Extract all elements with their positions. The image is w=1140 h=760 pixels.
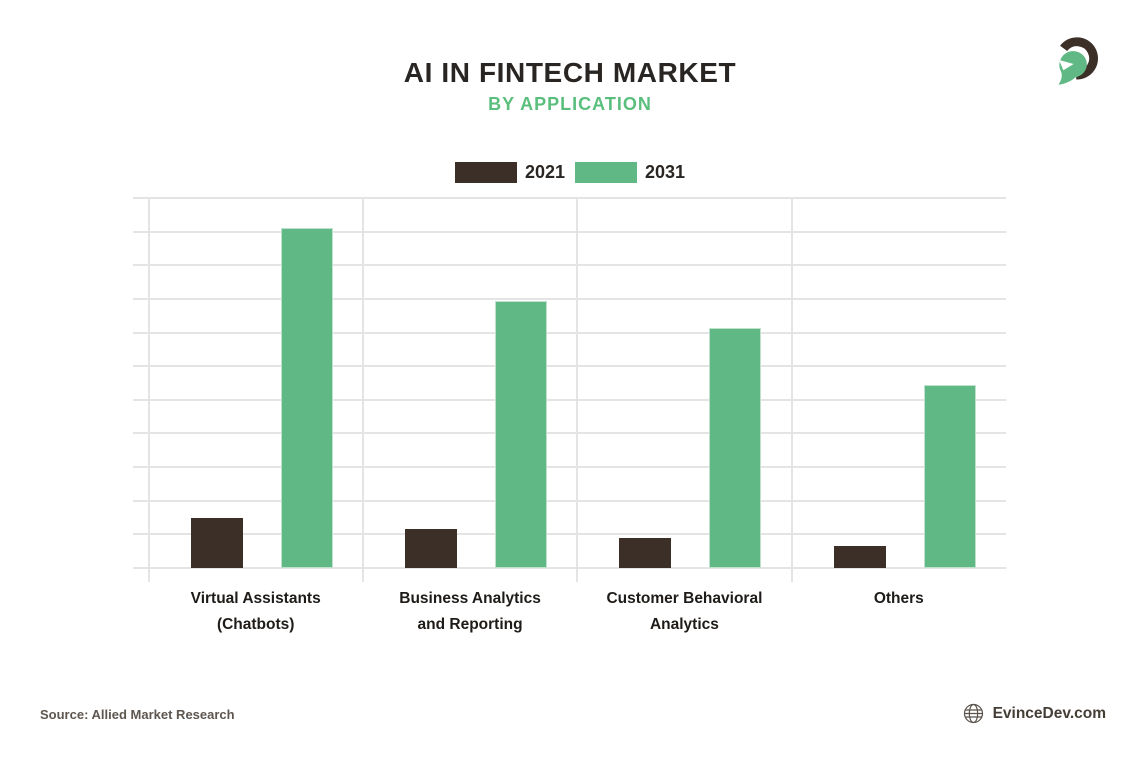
globe-icon [963,703,983,724]
legend-label-2021: 2021 [524,162,565,182]
h-gridline [133,533,1006,536]
chart-subtitle: BY APPLICATION [488,94,652,114]
h-gridline [133,432,1006,435]
v-gridline [576,198,579,582]
category-label-3: Others [873,590,924,607]
h-gridline [133,567,1006,569]
plot-area [133,197,1006,582]
h-gridline [133,499,1006,502]
category-labels: Virtual Assistants (Chatbots) Business An… [0,586,1140,656]
h-gridline [133,264,1006,267]
category-label-2: Customer Behavioral Analytics [606,590,763,633]
legend-swatch-2021 [454,162,517,183]
bar-2031-category-3 [923,384,976,568]
bar-2021-category-2 [619,537,672,568]
legend-item-2031: 2031 [575,162,685,183]
bar-2021-category-3 [833,546,886,568]
bar-2031-category-1 [494,300,547,568]
brand-website-label: EvinceDev.com [992,704,1106,722]
category-label-1: Business Analytics and Reporting [399,590,541,633]
chart-title: AI IN FINTECH MARKET [403,57,737,88]
brand-website-link[interactable]: EvinceDev.com [963,703,1106,724]
h-gridline [133,230,1006,233]
bar-2021-category-1 [404,529,457,568]
h-gridline [133,365,1006,368]
h-gridline [133,331,1006,334]
h-gridline [133,197,1006,199]
h-gridline [133,297,1006,300]
bar-2021-category-0 [190,517,243,568]
evincedev-spartan-helmet-icon [1058,37,1098,85]
h-gridline [133,398,1006,401]
legend-item-2021: 2021 [454,162,565,183]
legend-label-2031: 2031 [645,162,686,182]
v-gridline [790,198,793,582]
chart-legend: 2021 2031 [0,162,1140,183]
category-label-0: Virtual Assistants (Chatbots) [190,590,321,633]
bar-2031-category-2 [709,327,762,568]
v-gridline [147,198,150,582]
bar-2031-category-0 [280,228,333,568]
header: AI IN FINTECH MARKET BY APPLICATION [0,56,1140,116]
v-gridline [361,198,364,582]
source-note: Source: Allied Market Research [40,707,235,722]
legend-swatch-2031 [575,162,637,183]
h-gridline [133,466,1006,469]
